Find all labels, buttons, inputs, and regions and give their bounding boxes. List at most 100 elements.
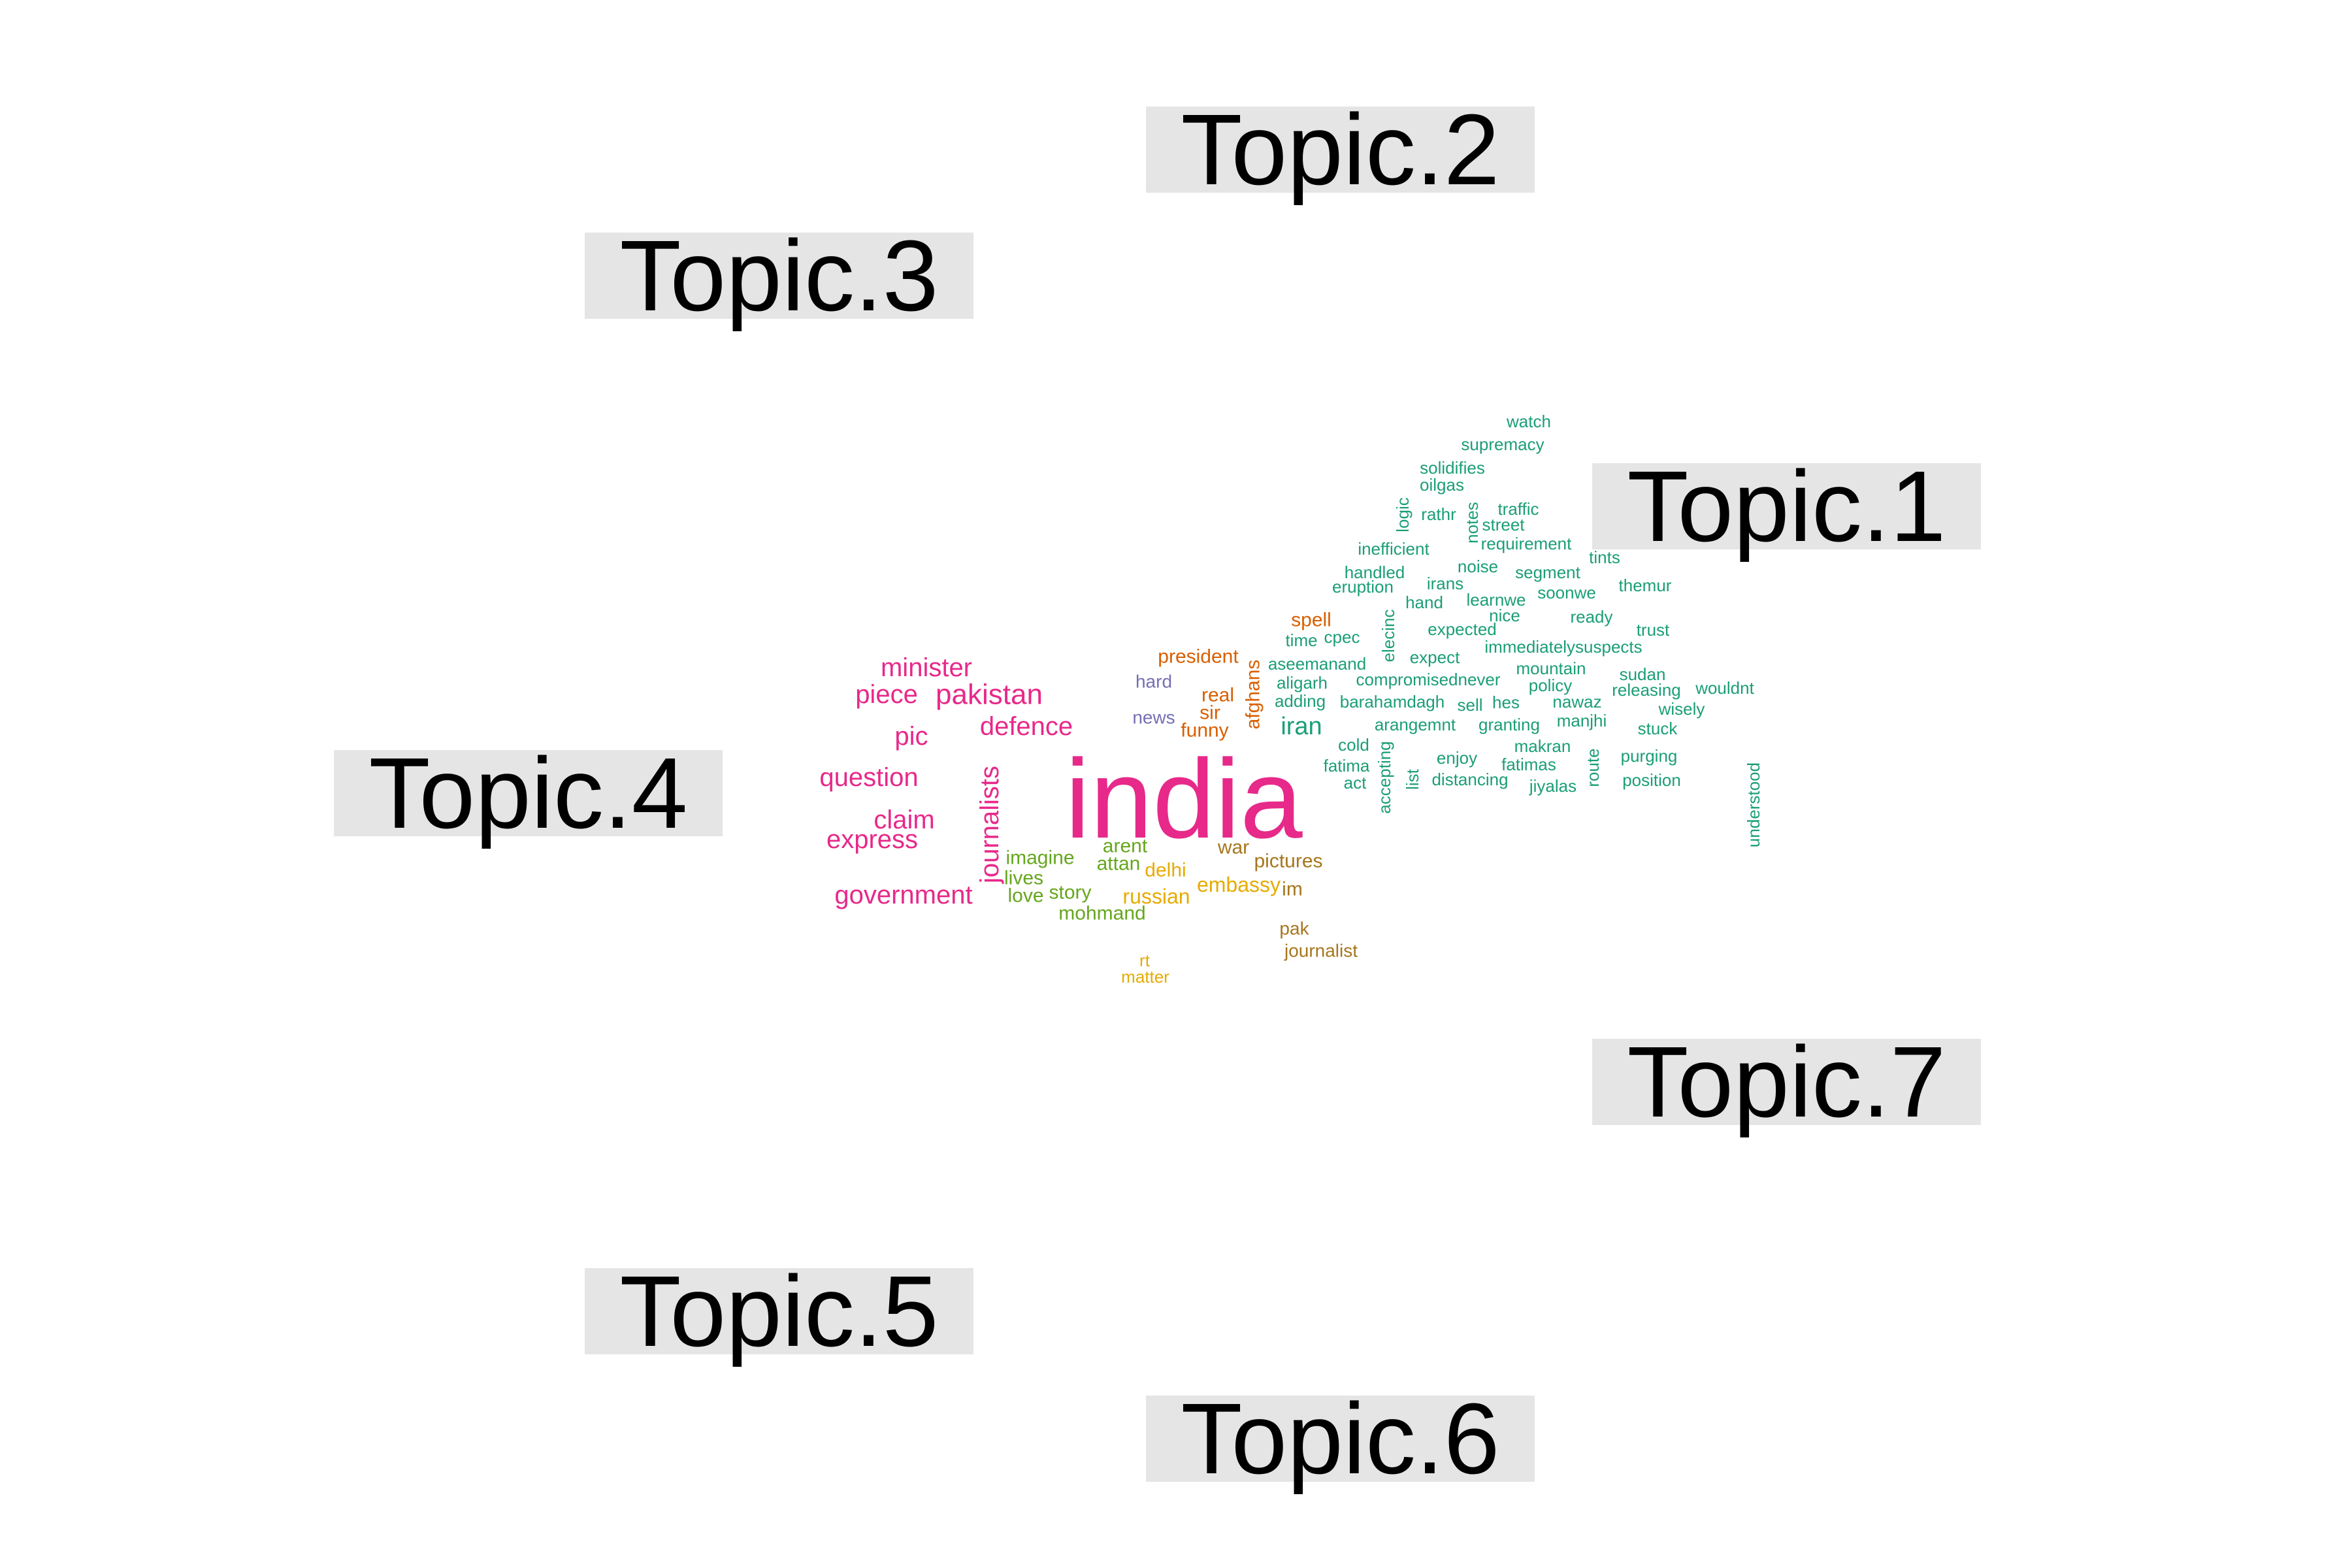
- word-time: time: [1285, 630, 1317, 650]
- word-requirement: requirement: [1481, 534, 1573, 553]
- topic-2-label: Topic.2: [1146, 99, 1535, 200]
- word-granting: granting: [1478, 715, 1540, 734]
- word-mountain: mountain: [1516, 659, 1586, 678]
- word-lives: lives: [1004, 868, 1043, 889]
- word-position: position: [1622, 770, 1681, 790]
- word-sudan: sudan: [1620, 664, 1666, 684]
- topic-6-label: Topic.6: [1146, 1388, 1535, 1489]
- word-cold: cold: [1338, 735, 1369, 755]
- word-pak: pak: [1279, 919, 1309, 939]
- word-mohmand: mohmand: [1058, 903, 1145, 924]
- word-imagine: imagine: [1005, 847, 1074, 869]
- word-traffic: traffic: [1497, 499, 1539, 519]
- word-inefficient: inefficient: [1358, 539, 1429, 559]
- word-handled: handled: [1345, 563, 1405, 582]
- topic-5-label: Topic.5: [585, 1261, 973, 1362]
- word-arangemnt: arangemnt: [1375, 715, 1456, 734]
- word-accepting: accepting: [1375, 741, 1394, 813]
- word-jiyalas: jiyalas: [1529, 776, 1576, 796]
- word-india: india: [1065, 736, 1303, 862]
- word-russian: russian: [1122, 885, 1190, 908]
- word-stuck: stuck: [1638, 719, 1678, 738]
- word-express: express: [826, 825, 918, 854]
- word-nice: nice: [1489, 606, 1520, 625]
- word-themur: themur: [1619, 576, 1672, 595]
- word-wisely: wisely: [1658, 699, 1705, 719]
- word-logic: logic: [1393, 497, 1413, 532]
- word-rt: rt: [1139, 951, 1151, 970]
- word-delhi: delhi: [1145, 860, 1186, 881]
- word-funny: funny: [1181, 720, 1228, 742]
- word-makran: makran: [1514, 736, 1571, 756]
- word-purging: purging: [1621, 746, 1678, 766]
- word-segment: segment: [1515, 563, 1580, 582]
- word-hard: hard: [1135, 672, 1172, 692]
- word-enjoy: enjoy: [1437, 748, 1477, 768]
- word-question: question: [819, 763, 918, 792]
- word-wouldnt: wouldnt: [1695, 678, 1754, 698]
- word-compromisednever: compromisednever: [1356, 670, 1500, 689]
- word-spell: spell: [1291, 610, 1331, 631]
- word-minister: minister: [881, 653, 972, 682]
- word-route: route: [1583, 748, 1603, 787]
- word-matter: matter: [1121, 967, 1169, 987]
- word-supremacy: supremacy: [1461, 434, 1544, 454]
- word-cpec: cpec: [1324, 627, 1360, 647]
- word-government: government: [834, 881, 972, 909]
- word-sell: sell: [1457, 695, 1482, 715]
- word-aligarh: aligarh: [1277, 673, 1328, 693]
- word-adding: adding: [1275, 691, 1326, 711]
- word-tints: tints: [1589, 547, 1620, 567]
- word-embassy: embassy: [1197, 873, 1281, 896]
- word-real: real: [1201, 685, 1234, 706]
- word-irans: irans: [1427, 574, 1463, 593]
- word-policy: policy: [1529, 676, 1572, 695]
- word-barahamdagh: barahamdagh: [1340, 692, 1445, 711]
- topic-3-label: Topic.3: [585, 225, 973, 326]
- word-president: president: [1158, 646, 1239, 668]
- word-hes: hes: [1492, 693, 1520, 712]
- word-act: act: [1344, 773, 1367, 792]
- word-watch: watch: [1506, 412, 1551, 431]
- word-soonwe: soonwe: [1537, 583, 1596, 602]
- word-war: war: [1217, 837, 1249, 858]
- word-pakistan: pakistan: [936, 679, 1043, 711]
- word-oilgas: oilgas: [1420, 475, 1464, 495]
- word-pic: pic: [894, 722, 928, 751]
- word-iran: iran: [1281, 713, 1322, 740]
- word-solidifies: solidifies: [1420, 458, 1485, 478]
- word-notes: notes: [1462, 502, 1482, 544]
- topic-4-label: Topic.4: [334, 743, 723, 843]
- word-journalists: journalists: [975, 766, 1004, 884]
- word-eruption: eruption: [1332, 577, 1394, 596]
- word-news: news: [1132, 708, 1175, 728]
- word-learnwe: learnwe: [1466, 590, 1526, 610]
- word-story: story: [1049, 882, 1091, 904]
- word-attan: attan: [1097, 853, 1141, 875]
- word-love: love: [1007, 885, 1043, 907]
- word-elecinc: elecinc: [1379, 610, 1398, 662]
- word-ready: ready: [1570, 607, 1612, 627]
- word-piece: piece: [855, 680, 918, 709]
- word-defence: defence: [980, 712, 1073, 741]
- word-im: im: [1282, 879, 1303, 900]
- word-understood: understood: [1744, 762, 1763, 847]
- word-distancing: distancing: [1431, 770, 1508, 789]
- topic-7-label: Topic.7: [1592, 1032, 1981, 1132]
- word-arent: arent: [1103, 836, 1148, 857]
- word-expect: expect: [1410, 647, 1460, 667]
- word-noise: noise: [1458, 557, 1498, 576]
- word-rathr: rathr: [1421, 504, 1456, 524]
- word-fatima: fatima: [1324, 756, 1370, 776]
- word-manjhi: manjhi: [1557, 711, 1607, 730]
- word-list: list: [1403, 768, 1422, 790]
- word-nawaz: nawaz: [1552, 692, 1601, 711]
- word-releasing: releasing: [1612, 680, 1681, 700]
- word-sir: sir: [1200, 702, 1220, 724]
- word-afghans: afghans: [1243, 660, 1264, 730]
- word-claim: claim: [874, 806, 934, 834]
- word-fatimas: fatimas: [1501, 755, 1556, 774]
- word-immediatelysuspects: immediatelysuspects: [1484, 637, 1642, 657]
